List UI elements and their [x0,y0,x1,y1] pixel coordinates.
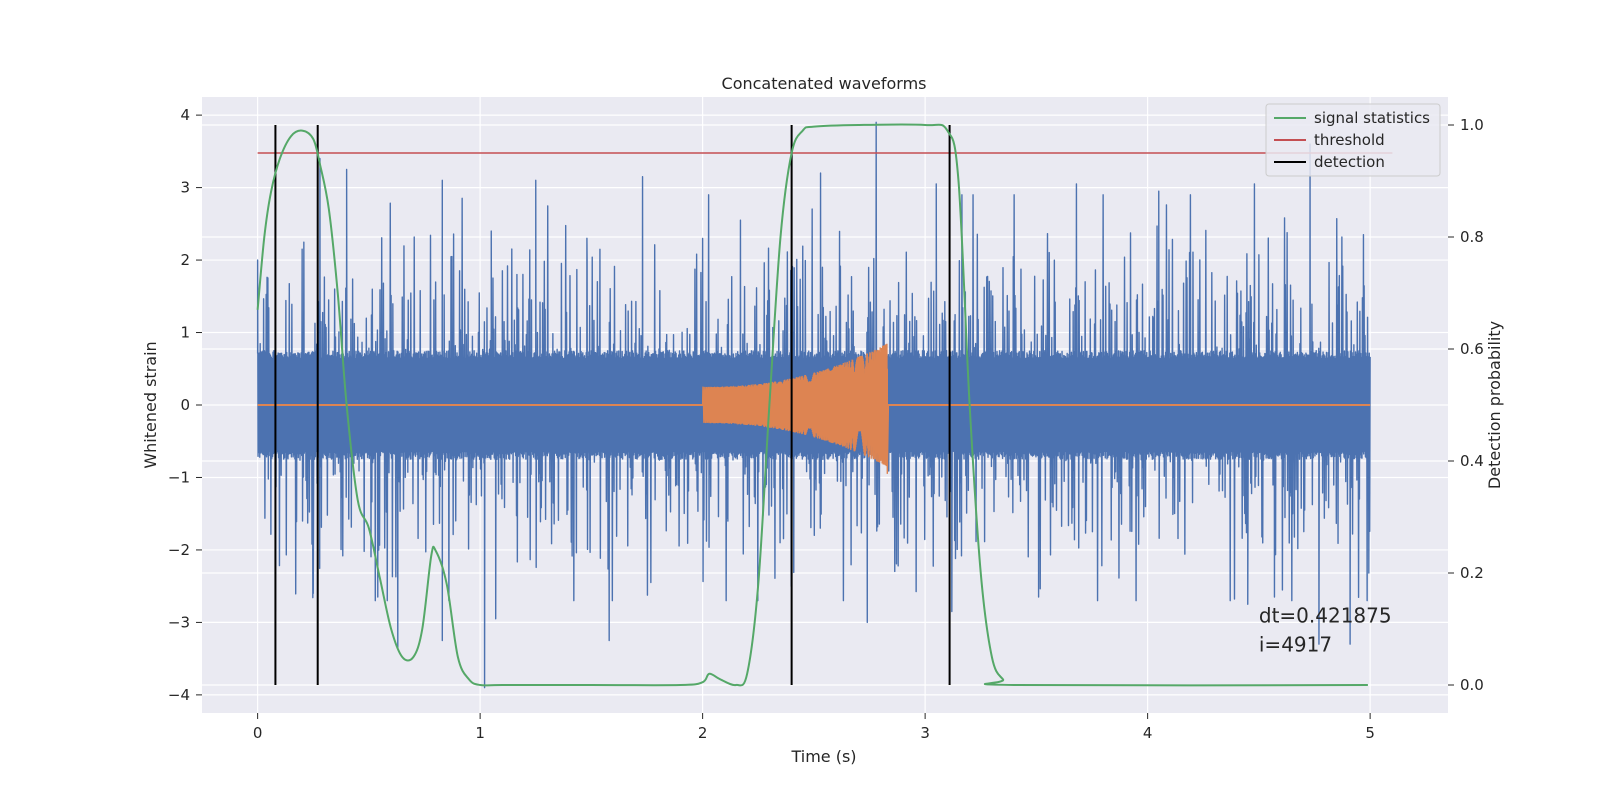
legend-label: signal statistics [1314,109,1430,127]
x-axis-ticks: 0 1 2 3 4 5 [253,713,1375,742]
y-tick-label: −1 [168,468,190,486]
y2-tick-label: 0.8 [1460,228,1484,246]
x-tick-label: 5 [1365,724,1375,742]
y2-tick-label: 0.2 [1460,564,1484,582]
y2-tick-label: 0.6 [1460,340,1484,358]
y-axis-left-ticks: −4 −3 −2 −1 0 1 2 3 4 [168,106,202,704]
y2-tick-label: 0.4 [1460,452,1484,470]
x-tick-label: 1 [475,724,485,742]
y-axis-label: Whitened strain [141,341,160,468]
y-tick-label: −4 [168,686,190,704]
y2-tick-label: 0.0 [1460,676,1484,694]
y-axis-right-ticks: 0.0 0.2 0.4 0.6 0.8 1.0 [1448,116,1484,694]
signal-statistics-line [256,123,1368,687]
y2-axis-label: Detection probability [1485,321,1504,489]
injected-waveform-line [701,343,890,474]
annotations: dt=0.421875 i=4917 [1259,603,1392,656]
y-tick-label: 2 [180,251,190,269]
chart-title: Concatenated waveforms [722,74,927,93]
x-tick-label: 3 [920,724,930,742]
y-tick-label: 4 [180,106,190,124]
y2-tick-label: 1.0 [1460,116,1484,134]
signal-statistics-series [256,123,1393,687]
injected-waveform-series [257,343,1371,474]
y-tick-label: −2 [168,541,190,559]
annotation-text: i=4917 [1259,632,1332,656]
annotation-text: dt=0.421875 [1259,603,1392,627]
x-tick-label: 0 [253,724,263,742]
x-axis-label: Time (s) [790,747,856,766]
x-tick-label: 2 [698,724,708,742]
y-tick-label: −3 [168,613,190,631]
legend-label: detection [1314,153,1385,171]
legend-label: threshold [1314,131,1385,149]
y-tick-label: 0 [180,396,190,414]
y-tick-label: 1 [180,324,190,342]
x-tick-label: 4 [1143,724,1153,742]
y-tick-label: 3 [180,179,190,197]
legend: signal statistics threshold detection [1265,103,1441,177]
legend-box [1265,103,1441,177]
